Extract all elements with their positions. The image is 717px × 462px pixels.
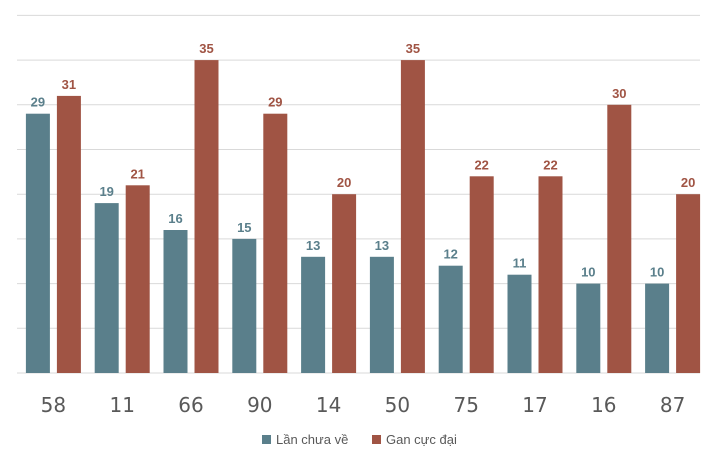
data-label-gan-cuc-dai: 35 — [406, 41, 420, 56]
data-label-lan-chua-ve: 29 — [31, 95, 45, 110]
data-label-gan-cuc-dai: 20 — [337, 175, 351, 190]
data-label-lan-chua-ve: 12 — [443, 247, 457, 262]
bar-lan-chua-ve — [369, 256, 394, 373]
x-tick-label: 66 — [178, 393, 203, 417]
legend-item-lan-chua-ve: Lần chưa về — [262, 432, 348, 447]
data-label-lan-chua-ve: 19 — [99, 184, 113, 199]
bar-lan-chua-ve — [232, 238, 257, 373]
bar-gan-cuc-dai — [263, 113, 288, 373]
bars — [25, 60, 701, 374]
bar-lan-chua-ve — [25, 113, 50, 373]
x-tick-label: 16 — [591, 393, 616, 417]
data-label-lan-chua-ve: 10 — [581, 265, 595, 280]
data-label-lan-chua-ve: 13 — [306, 238, 320, 253]
bar-gan-cuc-dai — [56, 95, 81, 374]
legend-label: Gan cực đại — [386, 432, 457, 447]
x-tick-label: 14 — [316, 393, 341, 417]
bar-lan-chua-ve — [576, 283, 601, 373]
bar-gan-cuc-dai — [332, 194, 357, 373]
legend-swatch — [262, 435, 271, 444]
legend-swatch — [372, 435, 381, 444]
x-tick-label: 50 — [385, 393, 410, 417]
bar-lan-chua-ve — [645, 283, 670, 373]
bar-lan-chua-ve — [438, 265, 463, 373]
data-label-gan-cuc-dai: 21 — [130, 166, 144, 181]
x-tick-label: 17 — [522, 393, 547, 417]
x-axis: 58 11 66 90 14 50 75 17 16 87 — [41, 393, 686, 417]
x-tick-label: 11 — [109, 393, 134, 417]
bar-lan-chua-ve — [163, 230, 188, 373]
data-label-gan-cuc-dai: 29 — [268, 95, 282, 110]
bar-gan-cuc-dai — [538, 176, 563, 373]
data-label-lan-chua-ve: 10 — [650, 265, 664, 280]
x-tick-label: 90 — [247, 393, 272, 417]
data-label-gan-cuc-dai: 22 — [474, 157, 488, 172]
data-label-gan-cuc-dai: 35 — [199, 41, 213, 56]
data-label-lan-chua-ve: 15 — [237, 220, 251, 235]
data-label-gan-cuc-dai: 22 — [543, 157, 557, 172]
bar-gan-cuc-dai — [194, 60, 219, 373]
data-label-lan-chua-ve: 16 — [168, 211, 182, 226]
data-label-gan-cuc-dai: 31 — [62, 77, 76, 92]
x-tick-label: 87 — [660, 393, 685, 417]
data-label-gan-cuc-dai: 20 — [681, 175, 695, 190]
legend: Lần chưa về Gan cực đại — [262, 432, 457, 447]
bar-lan-chua-ve — [507, 274, 532, 373]
x-tick-label: 75 — [453, 393, 478, 417]
data-label-lan-chua-ve: 11 — [513, 256, 527, 271]
bar-gan-cuc-dai — [125, 185, 150, 373]
bar-gan-cuc-dai — [607, 104, 632, 374]
legend-item-gan-cuc-dai: Gan cực đại — [372, 432, 457, 447]
data-label-lan-chua-ve: 13 — [375, 238, 389, 253]
data-label-gan-cuc-dai: 30 — [612, 86, 626, 101]
bar-gan-cuc-dai — [469, 176, 494, 373]
bar-gan-cuc-dai — [676, 194, 701, 373]
bar-gan-cuc-dai — [400, 60, 425, 373]
data-labels: 29 31 19 21 16 35 15 29 13 20 13 35 12 22 11 22 10 30 10 20 — [31, 41, 696, 280]
bar-lan-chua-ve — [301, 256, 326, 373]
legend-label: Lần chưa về — [276, 432, 348, 447]
x-tick-label: 58 — [41, 393, 66, 417]
bar-lan-chua-ve — [94, 203, 119, 373]
